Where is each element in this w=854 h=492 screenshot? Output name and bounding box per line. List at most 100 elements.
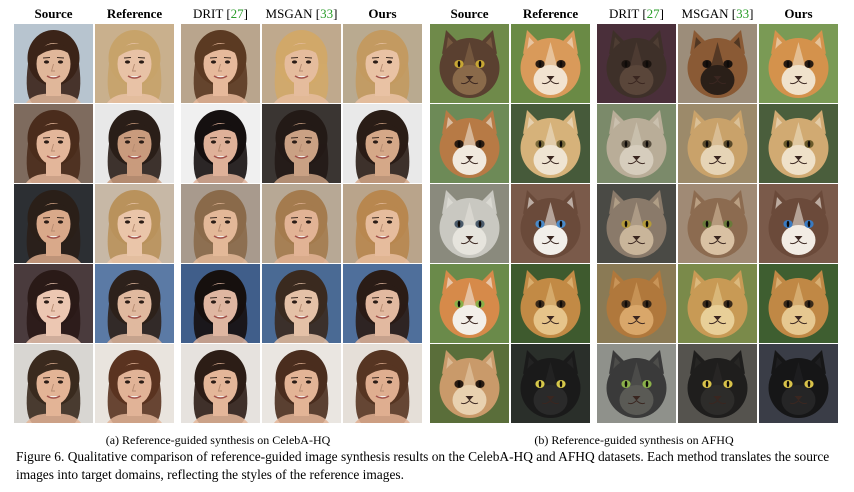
face-portrait-icon bbox=[14, 264, 93, 343]
celeba-image-drit-row-3 bbox=[181, 184, 260, 263]
face-portrait-icon bbox=[262, 344, 341, 423]
afhq-image-msgan-row-2 bbox=[678, 104, 757, 183]
celeba-image-msgan-row-1 bbox=[262, 24, 341, 103]
celeba-image-ours-row-4 bbox=[343, 264, 422, 343]
animal-portrait-icon bbox=[597, 24, 676, 103]
figure-caption: Figure 6. Qualitative comparison of refe… bbox=[16, 449, 830, 482]
afhq-image-reference-row-4 bbox=[511, 264, 590, 343]
afhq-image-drit-row-2 bbox=[597, 104, 676, 183]
celeba-image-msgan-row-2 bbox=[262, 104, 341, 183]
animal-portrait-icon bbox=[759, 264, 838, 343]
animal-portrait-icon bbox=[678, 264, 757, 343]
animal-portrait-icon bbox=[511, 184, 590, 263]
animal-portrait-icon bbox=[759, 344, 838, 423]
celeba-header-drit-text: DRIT bbox=[192, 6, 224, 21]
afhq-image-ours-row-1 bbox=[759, 24, 838, 103]
animal-portrait-icon bbox=[759, 184, 838, 263]
celeba-header-msgan-text: MSGAN bbox=[265, 6, 313, 21]
afhq-image-drit-row-5 bbox=[597, 344, 676, 423]
afhq-header-drit-text: DRIT bbox=[608, 6, 640, 21]
face-portrait-icon bbox=[343, 184, 422, 263]
face-portrait-icon bbox=[14, 344, 93, 423]
afhq-image-reference-row-5 bbox=[511, 344, 590, 423]
afhq-header-drit: DRIT [27] bbox=[608, 6, 665, 21]
animal-portrait-icon bbox=[597, 344, 676, 423]
celeba-image-reference-row-2 bbox=[95, 104, 174, 183]
afhq-header-source: Source bbox=[450, 6, 489, 21]
animal-portrait-icon bbox=[597, 264, 676, 343]
afhq-image-drit-row-4 bbox=[597, 264, 676, 343]
animal-portrait-icon bbox=[430, 344, 509, 423]
face-portrait-icon bbox=[262, 104, 341, 183]
afhq-image-source-row-2 bbox=[430, 104, 509, 183]
animal-portrait-icon bbox=[511, 24, 590, 103]
afhq-image-ours-row-4 bbox=[759, 264, 838, 343]
celeba-image-reference-row-4 bbox=[95, 264, 174, 343]
afhq-image-drit-row-3 bbox=[597, 184, 676, 263]
celeba-image-reference-row-5 bbox=[95, 344, 174, 423]
face-portrait-icon bbox=[95, 264, 174, 343]
animal-portrait-icon bbox=[597, 184, 676, 263]
celeba-header-source: Source bbox=[34, 6, 73, 21]
face-portrait-icon bbox=[343, 104, 422, 183]
celeba-image-drit-row-4 bbox=[181, 264, 260, 343]
face-portrait-icon bbox=[181, 344, 260, 423]
animal-portrait-icon bbox=[430, 24, 509, 103]
animal-portrait-icon bbox=[597, 104, 676, 183]
afhq-header-reference: Reference bbox=[522, 6, 579, 21]
celeba-image-source-row-1 bbox=[14, 24, 93, 103]
celeba-image-drit-row-2 bbox=[181, 104, 260, 183]
face-portrait-icon bbox=[181, 104, 260, 183]
celeba-image-source-row-5 bbox=[14, 344, 93, 423]
face-portrait-icon bbox=[343, 24, 422, 103]
afhq-image-drit-row-1 bbox=[597, 24, 676, 103]
celeba-image-drit-row-5 bbox=[181, 344, 260, 423]
celeba-image-source-row-2 bbox=[14, 104, 93, 183]
celeba-image-reference-row-1 bbox=[95, 24, 174, 103]
afhq-image-msgan-row-5 bbox=[678, 344, 757, 423]
face-portrait-icon bbox=[181, 264, 260, 343]
face-portrait-icon bbox=[14, 184, 93, 263]
celeba-image-ours-row-3 bbox=[343, 184, 422, 263]
animal-portrait-icon bbox=[430, 184, 509, 263]
animal-portrait-icon bbox=[511, 344, 590, 423]
face-portrait-icon bbox=[343, 344, 422, 423]
face-portrait-icon bbox=[181, 24, 260, 103]
celeba-image-source-row-3 bbox=[14, 184, 93, 263]
face-portrait-icon bbox=[14, 104, 93, 183]
afhq-header-msgan-text: MSGAN bbox=[681, 6, 729, 21]
afhq-msgan-citation: 33 bbox=[736, 6, 750, 21]
afhq-image-ours-row-2 bbox=[759, 104, 838, 183]
celeba-image-msgan-row-3 bbox=[262, 184, 341, 263]
afhq-image-source-row-1 bbox=[430, 24, 509, 103]
face-portrait-icon bbox=[95, 104, 174, 183]
afhq-image-source-row-3 bbox=[430, 184, 509, 263]
celeba-header-ours: Ours bbox=[368, 6, 397, 21]
celeba-image-drit-row-1 bbox=[181, 24, 260, 103]
face-portrait-icon bbox=[95, 184, 174, 263]
subcaption-afhq: (b) Reference-guided synthesis on AFHQ bbox=[534, 433, 734, 447]
face-portrait-icon bbox=[95, 24, 174, 103]
animal-portrait-icon bbox=[759, 24, 838, 103]
celeba-header-drit: DRIT [27] bbox=[192, 6, 249, 21]
afhq-image-source-row-5 bbox=[430, 344, 509, 423]
face-portrait-icon bbox=[95, 344, 174, 423]
face-portrait-icon bbox=[343, 264, 422, 343]
afhq-image-ours-row-5 bbox=[759, 344, 838, 423]
animal-portrait-icon bbox=[511, 264, 590, 343]
celeba-drit-citation: 27 bbox=[230, 6, 244, 21]
celeba-image-msgan-row-4 bbox=[262, 264, 341, 343]
animal-portrait-icon bbox=[430, 264, 509, 343]
subcaption-celeba: (a) Reference-guided synthesis on CelebA… bbox=[105, 433, 331, 447]
animal-portrait-icon bbox=[678, 24, 757, 103]
afhq-image-ours-row-3 bbox=[759, 184, 838, 263]
afhq-drit-citation: 27 bbox=[646, 6, 660, 21]
face-portrait-icon bbox=[181, 184, 260, 263]
face-portrait-icon bbox=[262, 184, 341, 263]
animal-portrait-icon bbox=[759, 104, 838, 183]
celeba-image-source-row-4 bbox=[14, 264, 93, 343]
animal-portrait-icon bbox=[430, 104, 509, 183]
celeba-header-msgan: MSGAN [33] bbox=[265, 6, 338, 21]
celeba-msgan-citation: 33 bbox=[320, 6, 334, 21]
afhq-header-msgan: MSGAN [33] bbox=[681, 6, 754, 21]
